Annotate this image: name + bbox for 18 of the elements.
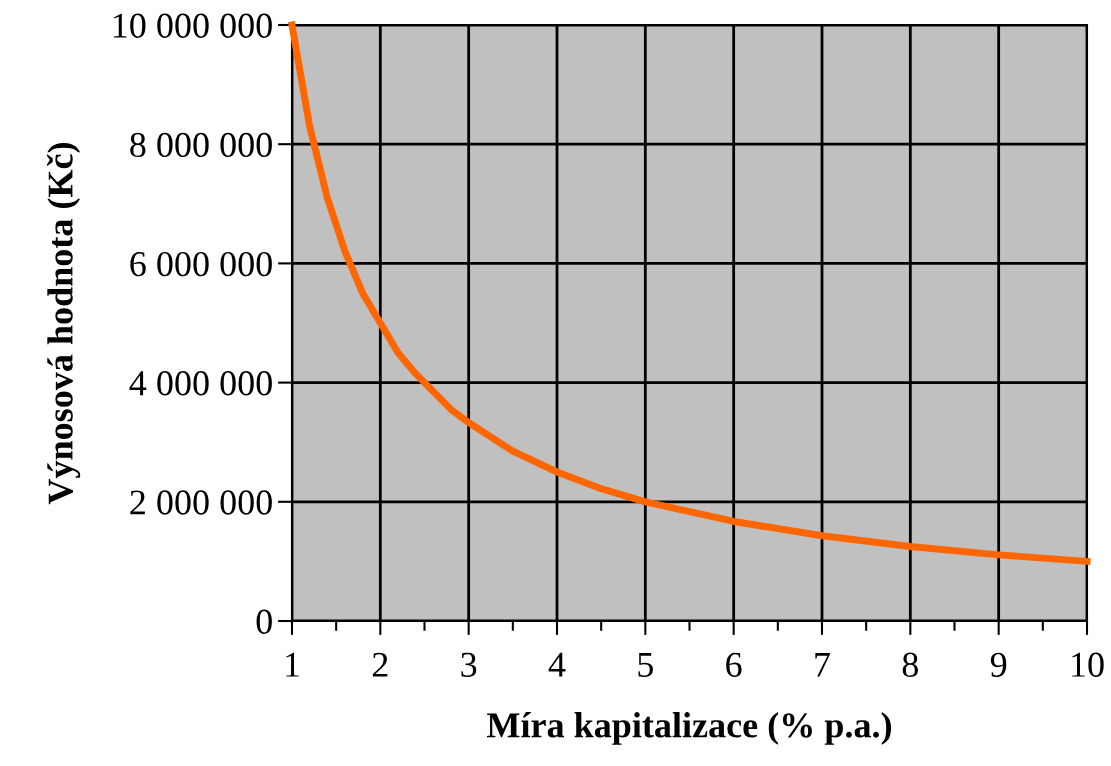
x-tick-label: 4 [548,652,566,677]
y-axis-title: Výnosová hodnota (Kč) [46,143,81,505]
x-tick-label: 7 [815,652,830,677]
x-tick-label: 3 [461,652,477,677]
x-tick-label: 5 [638,652,653,677]
x-tick-label: 2 [372,652,388,677]
y-tick-label: 6 000 000 [130,251,272,277]
x-tick-label: 1 [286,652,299,677]
x-axis-title: Míra kapitalizace (% p.a.) [487,712,891,745]
x-tick-label: 10 [1072,652,1104,677]
x-tick-label: 8 [902,652,918,677]
y-tick-label: 8 000 000 [130,132,272,158]
y-tick-label: 4 000 000 [129,371,272,396]
x-tick-label: 9 [990,652,1007,677]
y-tick-label: 0 [256,609,272,634]
y-tick-label: 10 000 000 [113,13,272,38]
y-tick-label: 2 000 000 [130,490,272,515]
x-tick-label: 6 [726,652,742,677]
